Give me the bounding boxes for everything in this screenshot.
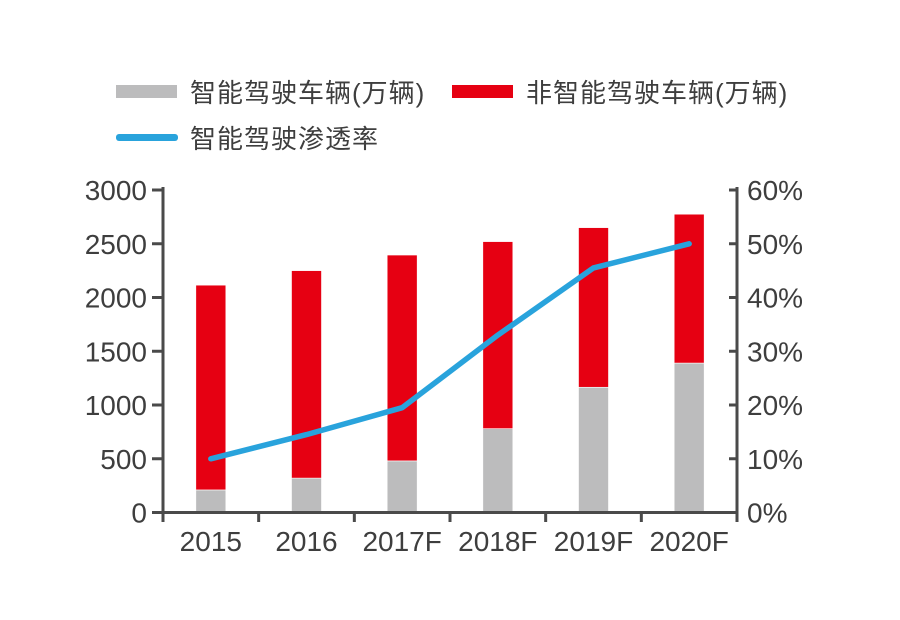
left-axis-tick-label: 500 — [100, 444, 147, 475]
legend-item-smart-vehicles: 智能驾驶车辆(万辆) — [116, 78, 425, 108]
bar-segment-smart-2018F — [482, 428, 514, 513]
bar-segment-smart-2019F — [578, 386, 609, 513]
x-axis-label-2019F: 2019F — [554, 526, 633, 557]
legend-label-non-smart-vehicles: 非智能驾驶车辆(万辆) — [526, 77, 789, 108]
x-axis-label-2015: 2015 — [180, 526, 242, 557]
bar-segment-smart-2015 — [195, 489, 227, 513]
bar-segment-non-smart-2020F — [673, 213, 705, 364]
bar-segment-non-smart-2019F — [578, 227, 609, 388]
left-axis-tick-label: 1500 — [85, 336, 147, 367]
right-axis-tick-label: 60% — [747, 175, 803, 206]
smart-vehicles-swatch — [116, 84, 177, 98]
bar-segment-smart-2020F — [673, 362, 705, 513]
legend-label-smart-vehicles: 智能驾驶车辆(万辆) — [190, 77, 426, 108]
right-axis-tick-label: 30% — [747, 336, 803, 367]
bar-segment-smart-2017F — [386, 460, 418, 513]
left-axis-tick-label: 1000 — [85, 390, 147, 421]
legend-label-penetration-rate: 智能驾驶渗透率 — [190, 123, 380, 154]
right-axis-tick-label: 20% — [747, 390, 803, 421]
right-axis-tick-label: 10% — [747, 444, 803, 475]
bar-segment-non-smart-2016 — [291, 270, 322, 479]
legend-item-penetration-rate: 智能驾驶渗透率 — [116, 124, 379, 154]
x-axis-label-2017F: 2017F — [362, 526, 441, 557]
left-axis-tick-label: 3000 — [85, 175, 147, 206]
left-axis-tick-label: 2000 — [85, 283, 147, 314]
non-smart-vehicles-swatch — [452, 84, 513, 98]
penetration-rate-swatch — [116, 133, 178, 141]
penetration-rate-line — [208, 241, 692, 462]
x-axis-label-2020F: 2020F — [649, 526, 728, 557]
left-axis-tick-label: 0 — [131, 498, 147, 529]
right-axis-tick-label: 40% — [747, 283, 803, 314]
right-axis-tick-label: 50% — [747, 229, 803, 260]
bar-segment-smart-2016 — [291, 477, 322, 513]
bar-segment-non-smart-2017F — [386, 254, 418, 462]
right-axis-tick-label: 0% — [747, 498, 787, 529]
x-axis-label-2016: 2016 — [275, 526, 337, 557]
legend-item-non-smart-vehicles: 非智能驾驶车辆(万辆) — [452, 78, 788, 108]
x-axis-label-2018F: 2018F — [458, 526, 537, 557]
left-axis-tick-label: 2500 — [85, 229, 147, 260]
